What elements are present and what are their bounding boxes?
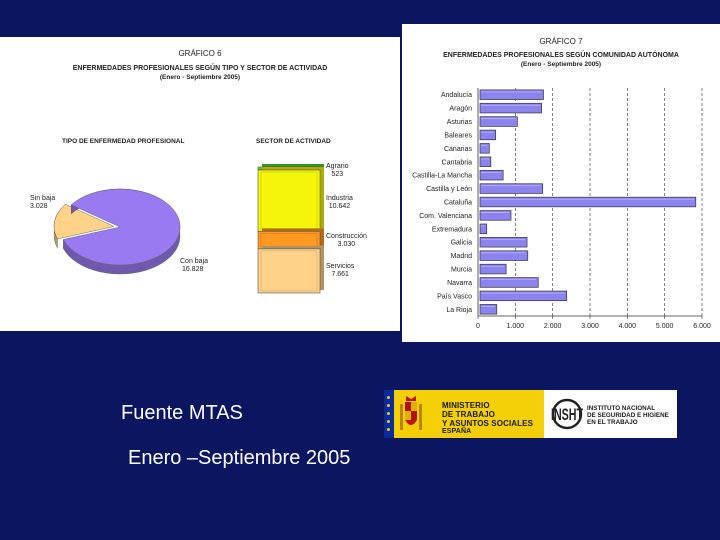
stacked-column-chart <box>257 164 324 294</box>
bar <box>479 169 504 181</box>
insht-logo-icon: INSHT <box>551 398 583 430</box>
pie-chart <box>53 188 181 275</box>
category-label: Baleares <box>444 132 472 139</box>
category-label: Canarias <box>444 146 473 153</box>
pie-title: TIPO DE ENFERMEDAD PROFESIONAL <box>62 138 185 145</box>
category-label: Navarra <box>447 280 472 287</box>
bar <box>479 290 567 302</box>
pie-label-con-baja: Con baja 16.828 <box>180 258 209 273</box>
institute-name-line: EN EL TRABAJO <box>587 419 638 426</box>
stack-segment <box>257 245 324 294</box>
ministry-logo: MINISTERIO DE TRABAJO Y ASUNTOS SOCIALES… <box>384 390 544 438</box>
bar <box>479 183 544 194</box>
chart-number-label: GRÁFICO 6 <box>178 49 222 58</box>
chart-period: (Enero - Septiembre 2005) <box>159 74 241 81</box>
category-label: Galicia <box>451 240 473 247</box>
bar <box>479 277 539 288</box>
bar <box>479 143 490 154</box>
stack-label-construccion: Construcción 3.030 <box>326 233 367 248</box>
bar <box>479 102 542 114</box>
chart-panel-grafico-7: GRÁFICO 7 ENFERMEDADES PROFESIONALES SEG… <box>402 24 720 342</box>
x-tick-label: 4.000 <box>619 323 637 330</box>
bar <box>479 210 512 221</box>
eu-flag-strip <box>384 390 394 438</box>
category-label: Cataluña <box>444 200 472 207</box>
category-label: País Vasco <box>437 293 472 300</box>
chart-number-label: GRÁFICO 7 <box>539 37 583 46</box>
institute-name-line: INSTITUTO NACIONAL <box>587 405 656 412</box>
category-label: Castilla-La Mancha <box>412 173 472 180</box>
pie-slice <box>53 203 115 249</box>
x-tick-label: 1.000 <box>507 323 525 330</box>
stack-title: SECTOR DE ACTIVIDAD <box>256 138 331 145</box>
bar <box>479 129 497 141</box>
bar <box>479 304 498 315</box>
coat-of-arms-icon <box>400 396 422 430</box>
institute-name-line: DE SEGURIDAD E HIGIENE <box>587 412 669 419</box>
bar <box>479 237 528 248</box>
stack-label-industria: Industria 10.642 <box>326 195 353 210</box>
x-tick-label: 0 <box>476 323 480 330</box>
ministry-name-line: Y ASUNTOS SOCIALES <box>442 419 534 428</box>
pie-label-sin-baja: Sin baja 3.028 <box>30 195 56 210</box>
category-label: La Rioja <box>446 307 472 314</box>
stack-segment <box>257 167 324 232</box>
horizontal-bar-chart: 0 1.000 2.000 3.000 4.000 5.000 6.000 Andalucía… <box>412 88 711 330</box>
ministry-name-line: MINISTERIO <box>442 401 490 410</box>
category-label: Aragón <box>449 106 472 113</box>
category-label: Asturias <box>447 119 473 126</box>
pie-slice <box>62 188 181 275</box>
chart-title: ENFERMEDADES PROFESIONALES SEGÚN COMUNID… <box>443 52 679 59</box>
bar <box>479 250 529 261</box>
chart-period: (Enero - Septiembre 2005) <box>520 61 602 68</box>
x-tick-label: 6.000 <box>693 323 711 330</box>
source-text: Fuente MTAS <box>121 402 243 424</box>
ministry-country-line: ESPAÑA <box>442 428 472 435</box>
bar <box>479 116 518 127</box>
category-label: Murcia <box>451 267 472 274</box>
category-label: Madrid <box>451 253 473 260</box>
stack-label-agrario: Agrario 523 <box>326 163 349 178</box>
bar <box>479 196 697 208</box>
stack-label-servicios: Servicios 7.661 <box>326 263 355 278</box>
chart-panel-grafico-6: GRÁFICO 6 ENFERMEDADES PROFESIONALES SEG… <box>0 37 400 331</box>
chart-title: ENFERMEDADES PROFESIONALES SEGÚN TIPO Y … <box>72 65 328 72</box>
logo-band: MINISTERIO DE TRABAJO Y ASUNTOS SOCIALES… <box>384 390 677 438</box>
x-tick-label: 3.000 <box>581 323 599 330</box>
insht-acronym: INSHT <box>551 405 583 424</box>
bar <box>479 89 544 100</box>
category-label: Andalucía <box>441 92 472 99</box>
ministry-name-line: DE TRABAJO <box>442 410 496 419</box>
category-label: Cantabria <box>442 159 472 166</box>
bar <box>479 223 488 235</box>
stack-segment <box>257 228 324 250</box>
bar <box>479 263 507 275</box>
category-label: Extremadura <box>432 226 472 233</box>
category-label: Castilla y León <box>426 186 472 193</box>
period-text: Enero –Septiembre 2005 <box>128 447 351 469</box>
category-label: Com. Valenciana <box>419 213 472 220</box>
bar <box>479 156 492 167</box>
x-tick-label: 5.000 <box>656 323 674 330</box>
x-tick-label: 2.000 <box>544 323 562 330</box>
